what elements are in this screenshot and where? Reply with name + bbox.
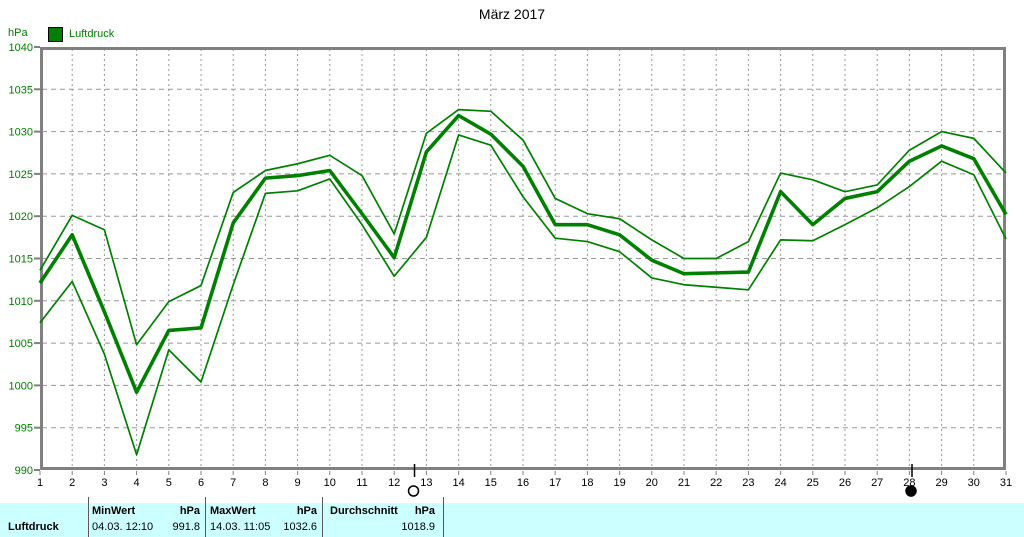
x-tick-label: 17 <box>549 477 561 489</box>
series-line-luftdruck-tagesmittel <box>38 113 1008 394</box>
x-tick-label: 16 <box>517 477 529 489</box>
series-line-luftdruck-tagesmaximum <box>39 108 1007 346</box>
y-tick-label: 990 <box>15 465 33 477</box>
avg-value: 1018.9 <box>401 521 435 533</box>
x-tick-label: 31 <box>1000 477 1012 489</box>
y-tick-label: 1030 <box>9 127 33 139</box>
x-tick-label: 15 <box>485 477 497 489</box>
y-tick-label: 1010 <box>9 296 33 308</box>
x-tick-label: 19 <box>613 477 625 489</box>
y-tick-label: 1005 <box>9 338 33 350</box>
min-unit: hPa <box>179 505 200 517</box>
y-tick-label: 1000 <box>9 380 33 392</box>
x-tick-label: 11 <box>356 477 367 489</box>
x-tick-label: 13 <box>420 477 432 489</box>
x-tick-label: 21 <box>678 477 690 489</box>
min-when: 04.03. 12:10 <box>92 521 154 533</box>
table-divider <box>322 497 323 537</box>
y-tick-label: 1025 <box>9 169 33 181</box>
x-tick-label: 3 <box>101 477 107 489</box>
x-tick-label: 18 <box>581 477 593 489</box>
x-tick-label: 25 <box>807 477 819 489</box>
x-tick-label: 8 <box>262 477 268 489</box>
legend-label: Luftdruck <box>69 28 115 40</box>
max-value: 1032.6 <box>283 521 317 533</box>
series-line-luftdruck-tagesminimum <box>39 134 1007 456</box>
x-tick-label: 6 <box>198 477 204 489</box>
y-tick-label: 1015 <box>9 254 33 266</box>
full-moon-marker-icon <box>407 485 420 497</box>
max-unit: hPa <box>296 505 317 517</box>
x-tick-label: 22 <box>710 477 722 489</box>
legend-swatch-icon <box>48 26 63 42</box>
avg-header: Durchschnitt <box>330 505 398 517</box>
y-axis-unit-label: hPa <box>8 27 28 39</box>
x-tick-label: 7 <box>230 477 236 489</box>
y-tick-label: 1040 <box>9 42 33 54</box>
legend: Luftdruck <box>48 26 115 42</box>
x-tick-label: 30 <box>968 477 980 489</box>
y-tick-label: 1035 <box>9 84 33 96</box>
x-tick-label: 20 <box>646 477 658 489</box>
x-tick-label: 24 <box>774 477 786 489</box>
table-row-label: Luftdruck <box>8 521 59 533</box>
max-header: MaxWert <box>210 505 256 517</box>
x-tick-label: 10 <box>324 477 336 489</box>
plot-border <box>40 47 1006 470</box>
y-tick-label: 1020 <box>9 211 33 223</box>
x-tick-label: 4 <box>134 477 140 489</box>
table-divider <box>205 497 206 537</box>
x-tick-label: 2 <box>69 477 75 489</box>
x-tick-label: 26 <box>839 477 851 489</box>
x-tick-label: 27 <box>871 477 883 489</box>
x-tick-label: 9 <box>295 477 301 489</box>
table-divider <box>88 497 89 537</box>
y-tick-label: 995 <box>15 423 33 435</box>
summary-table <box>0 503 1024 537</box>
table-divider <box>443 497 444 537</box>
chart-title: März 2017 <box>478 6 546 22</box>
avg-unit: hPa <box>414 505 435 517</box>
max-when: 14.03. 11:05 <box>210 521 271 533</box>
x-tick-label: 12 <box>388 477 400 489</box>
min-header: MinWert <box>92 505 136 517</box>
x-tick-label: 1 <box>37 477 43 489</box>
x-tick-label: 5 <box>166 477 172 489</box>
x-tick-label: 23 <box>742 477 754 489</box>
x-tick-label: 29 <box>935 477 947 489</box>
new-moon-marker-icon <box>905 485 917 497</box>
x-tick-label: 14 <box>452 477 464 489</box>
min-value: 991.8 <box>172 521 200 533</box>
